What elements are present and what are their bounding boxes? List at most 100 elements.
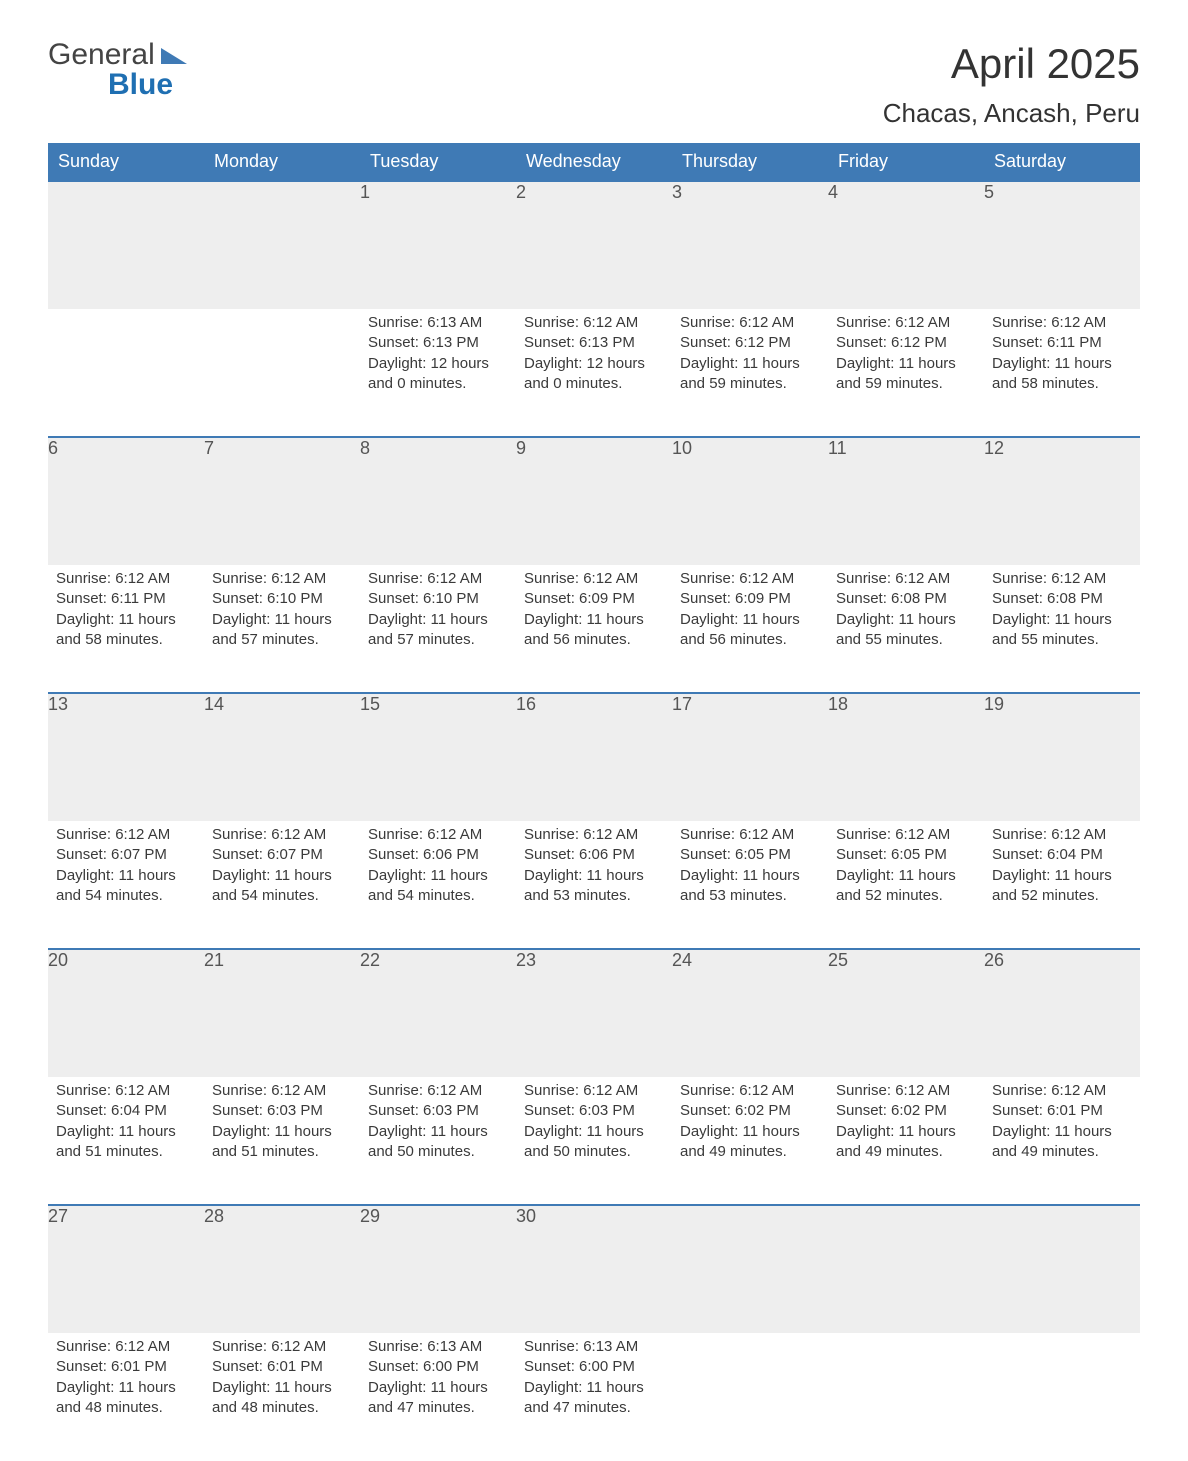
sunset-text: Sunset: 6:08 PM — [836, 589, 976, 609]
week-row: Sunrise: 6:12 AMSunset: 6:01 PMDaylight:… — [48, 1333, 1140, 1461]
daylight1-text: Daylight: 11 hours — [56, 866, 196, 886]
sunset-text: Sunset: 6:04 PM — [992, 845, 1132, 865]
daylight2-text: and 52 minutes. — [836, 886, 976, 906]
sunset-text: Sunset: 6:08 PM — [992, 589, 1132, 609]
sunset-text: Sunset: 6:01 PM — [212, 1357, 352, 1377]
daylight2-text: and 53 minutes. — [680, 886, 820, 906]
day-number: 5 — [984, 181, 1140, 309]
day-number: 4 — [828, 181, 984, 309]
sunrise-text: Sunrise: 6:13 AM — [368, 313, 508, 333]
daylight1-text: Daylight: 11 hours — [524, 1122, 664, 1142]
daylight1-text: Daylight: 11 hours — [212, 866, 352, 886]
daylight2-text: and 54 minutes. — [212, 886, 352, 906]
sunrise-text: Sunrise: 6:12 AM — [368, 1081, 508, 1101]
daylight2-text: and 57 minutes. — [368, 630, 508, 650]
daylight2-text: and 55 minutes. — [836, 630, 976, 650]
daylight2-text: and 51 minutes. — [212, 1142, 352, 1162]
day-number: 17 — [672, 693, 828, 821]
day-cell: Sunrise: 6:12 AMSunset: 6:01 PMDaylight:… — [204, 1333, 360, 1461]
daylight2-text: and 54 minutes. — [56, 886, 196, 906]
daylight2-text: and 50 minutes. — [524, 1142, 664, 1162]
calendar-table: Sunday Monday Tuesday Wednesday Thursday… — [48, 143, 1140, 1461]
day-number: 7 — [204, 437, 360, 565]
day-cell: Sunrise: 6:13 AMSunset: 6:00 PMDaylight:… — [516, 1333, 672, 1461]
day-cell: Sunrise: 6:12 AMSunset: 6:04 PMDaylight:… — [984, 821, 1140, 949]
daylight1-text: Daylight: 12 hours — [368, 354, 508, 374]
daylight2-text: and 48 minutes. — [56, 1398, 196, 1418]
day-cell: Sunrise: 6:12 AMSunset: 6:02 PMDaylight:… — [828, 1077, 984, 1205]
daylight2-text: and 47 minutes. — [368, 1398, 508, 1418]
day-cell: Sunrise: 6:12 AMSunset: 6:04 PMDaylight:… — [48, 1077, 204, 1205]
day-cell: Sunrise: 6:12 AMSunset: 6:12 PMDaylight:… — [672, 309, 828, 437]
daynum-row: 13141516171819 — [48, 693, 1140, 821]
day-number: 23 — [516, 949, 672, 1077]
sunrise-text: Sunrise: 6:13 AM — [524, 1337, 664, 1357]
sunrise-text: Sunrise: 6:12 AM — [836, 1081, 976, 1101]
sunset-text: Sunset: 6:01 PM — [56, 1357, 196, 1377]
day-number — [828, 1205, 984, 1333]
day-cell: Sunrise: 6:12 AMSunset: 6:08 PMDaylight:… — [984, 565, 1140, 693]
sunset-text: Sunset: 6:13 PM — [524, 333, 664, 353]
daylight2-text: and 49 minutes. — [680, 1142, 820, 1162]
logo-word2: Blue — [108, 70, 187, 100]
daylight2-text: and 54 minutes. — [368, 886, 508, 906]
daylight1-text: Daylight: 11 hours — [836, 1122, 976, 1142]
day-number: 26 — [984, 949, 1140, 1077]
day-cell: Sunrise: 6:12 AMSunset: 6:11 PMDaylight:… — [984, 309, 1140, 437]
day-cell — [204, 309, 360, 437]
daynum-row: 6789101112 — [48, 437, 1140, 565]
daylight1-text: Daylight: 11 hours — [56, 1122, 196, 1142]
day-cell: Sunrise: 6:12 AMSunset: 6:09 PMDaylight:… — [516, 565, 672, 693]
col-mon: Monday — [204, 143, 360, 181]
week-row: Sunrise: 6:12 AMSunset: 6:04 PMDaylight:… — [48, 1077, 1140, 1205]
sunrise-text: Sunrise: 6:12 AM — [368, 825, 508, 845]
sunset-text: Sunset: 6:12 PM — [680, 333, 820, 353]
sunset-text: Sunset: 6:10 PM — [212, 589, 352, 609]
day-number: 14 — [204, 693, 360, 821]
day-cell: Sunrise: 6:12 AMSunset: 6:07 PMDaylight:… — [204, 821, 360, 949]
sunrise-text: Sunrise: 6:12 AM — [992, 313, 1132, 333]
sunrise-text: Sunrise: 6:12 AM — [56, 569, 196, 589]
daylight1-text: Daylight: 11 hours — [992, 610, 1132, 630]
day-number: 13 — [48, 693, 204, 821]
day-cell — [48, 309, 204, 437]
day-number: 3 — [672, 181, 828, 309]
day-cell: Sunrise: 6:12 AMSunset: 6:05 PMDaylight:… — [672, 821, 828, 949]
sunset-text: Sunset: 6:06 PM — [524, 845, 664, 865]
sunrise-text: Sunrise: 6:12 AM — [680, 1081, 820, 1101]
daylight1-text: Daylight: 11 hours — [992, 1122, 1132, 1142]
sunset-text: Sunset: 6:10 PM — [368, 589, 508, 609]
daylight1-text: Daylight: 11 hours — [524, 610, 664, 630]
sunrise-text: Sunrise: 6:12 AM — [680, 569, 820, 589]
sunset-text: Sunset: 6:05 PM — [680, 845, 820, 865]
daylight1-text: Daylight: 11 hours — [524, 866, 664, 886]
day-cell: Sunrise: 6:12 AMSunset: 6:01 PMDaylight:… — [984, 1077, 1140, 1205]
day-cell: Sunrise: 6:12 AMSunset: 6:03 PMDaylight:… — [360, 1077, 516, 1205]
day-number: 10 — [672, 437, 828, 565]
sunset-text: Sunset: 6:04 PM — [56, 1101, 196, 1121]
day-number — [984, 1205, 1140, 1333]
daylight2-text: and 52 minutes. — [992, 886, 1132, 906]
col-tue: Tuesday — [360, 143, 516, 181]
sunrise-text: Sunrise: 6:12 AM — [56, 1337, 196, 1357]
daylight1-text: Daylight: 11 hours — [368, 866, 508, 886]
daylight1-text: Daylight: 11 hours — [212, 1122, 352, 1142]
daylight1-text: Daylight: 11 hours — [680, 354, 820, 374]
logo-word1: General — [48, 40, 155, 70]
day-cell: Sunrise: 6:12 AMSunset: 6:10 PMDaylight:… — [204, 565, 360, 693]
sunrise-text: Sunrise: 6:12 AM — [524, 313, 664, 333]
day-number: 11 — [828, 437, 984, 565]
day-cell: Sunrise: 6:12 AMSunset: 6:03 PMDaylight:… — [204, 1077, 360, 1205]
daylight1-text: Daylight: 11 hours — [680, 866, 820, 886]
sunrise-text: Sunrise: 6:12 AM — [56, 825, 196, 845]
daynum-row: 20212223242526 — [48, 949, 1140, 1077]
col-fri: Friday — [828, 143, 984, 181]
sunset-text: Sunset: 6:01 PM — [992, 1101, 1132, 1121]
day-number: 9 — [516, 437, 672, 565]
day-number: 25 — [828, 949, 984, 1077]
location: Chacas, Ancash, Peru — [883, 98, 1140, 129]
day-cell: Sunrise: 6:12 AMSunset: 6:06 PMDaylight:… — [516, 821, 672, 949]
sunrise-text: Sunrise: 6:12 AM — [836, 569, 976, 589]
col-thu: Thursday — [672, 143, 828, 181]
day-number: 8 — [360, 437, 516, 565]
